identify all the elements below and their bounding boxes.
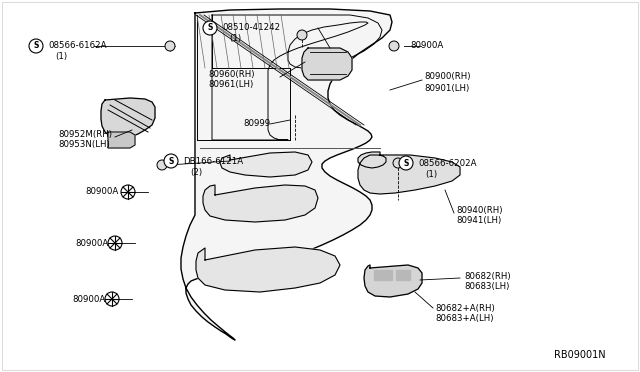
Text: S: S — [168, 157, 173, 166]
Text: 80953N(LH): 80953N(LH) — [58, 141, 109, 150]
Text: DB166-6121A: DB166-6121A — [183, 157, 243, 166]
Text: 80960(RH): 80960(RH) — [208, 70, 255, 78]
Text: 08510-41242: 08510-41242 — [222, 23, 280, 32]
Bar — [396, 270, 410, 280]
Text: (2): (2) — [190, 167, 202, 176]
Polygon shape — [108, 132, 135, 148]
Text: S: S — [207, 23, 212, 32]
Text: 80900(RH): 80900(RH) — [424, 73, 470, 81]
Text: 80682(RH): 80682(RH) — [464, 272, 511, 280]
Text: 08566-6202A: 08566-6202A — [418, 158, 477, 167]
Text: 80940(RH): 80940(RH) — [456, 205, 502, 215]
Polygon shape — [220, 152, 312, 177]
Text: 80941(LH): 80941(LH) — [456, 217, 501, 225]
Text: 80683+A(LH): 80683+A(LH) — [435, 314, 493, 324]
Circle shape — [393, 158, 403, 168]
Text: 80999: 80999 — [243, 119, 270, 128]
Text: 08566-6162A: 08566-6162A — [48, 42, 106, 51]
Polygon shape — [364, 265, 422, 297]
Text: 80900A: 80900A — [72, 295, 105, 304]
Polygon shape — [203, 185, 318, 222]
Text: 80900A: 80900A — [410, 42, 444, 51]
Polygon shape — [181, 9, 392, 340]
Circle shape — [399, 156, 413, 170]
Text: 80683(LH): 80683(LH) — [464, 282, 509, 292]
Text: 80952M(RH): 80952M(RH) — [58, 129, 112, 138]
Circle shape — [164, 154, 178, 168]
Text: 80682+A(RH): 80682+A(RH) — [435, 304, 495, 312]
Text: (1): (1) — [55, 52, 67, 61]
Circle shape — [165, 41, 175, 51]
Polygon shape — [196, 247, 340, 292]
Circle shape — [203, 21, 217, 35]
Polygon shape — [358, 152, 460, 194]
Text: 80961(LH): 80961(LH) — [208, 80, 253, 90]
Circle shape — [389, 41, 399, 51]
Circle shape — [29, 39, 43, 53]
Polygon shape — [302, 48, 352, 80]
Text: 80901(LH): 80901(LH) — [424, 83, 469, 93]
Text: (1): (1) — [425, 170, 437, 179]
Text: S: S — [403, 158, 409, 167]
Text: S: S — [33, 42, 38, 51]
Circle shape — [297, 30, 307, 40]
Bar — [374, 270, 392, 280]
Text: RB09001N: RB09001N — [554, 350, 605, 360]
Polygon shape — [101, 98, 155, 138]
Text: (1): (1) — [229, 35, 241, 44]
Text: 80900A: 80900A — [75, 238, 108, 247]
Circle shape — [157, 160, 167, 170]
Text: 80900A: 80900A — [85, 187, 118, 196]
